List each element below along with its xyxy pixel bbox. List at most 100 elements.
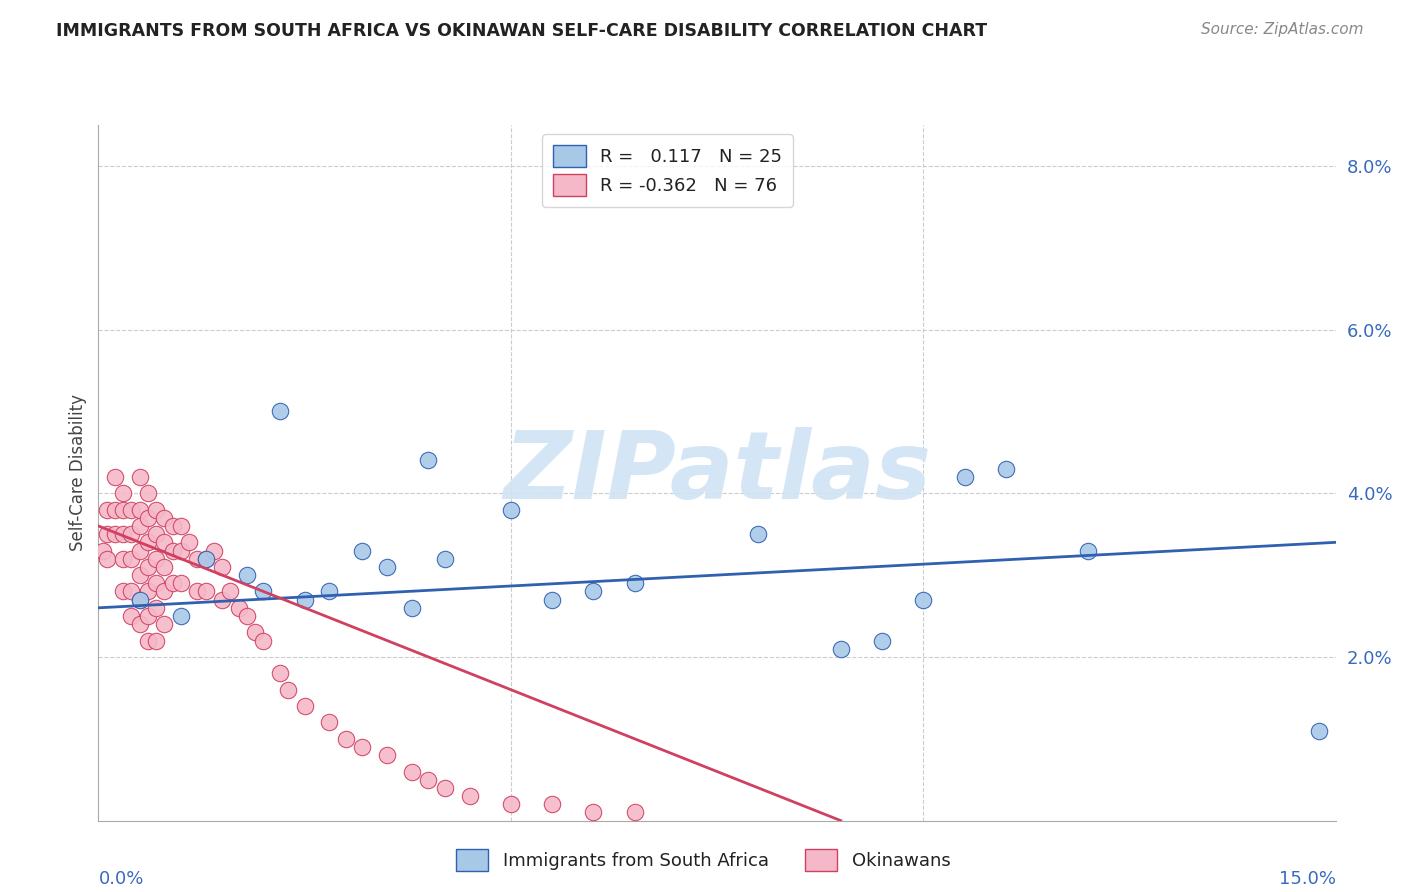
Text: 0.0%: 0.0%: [98, 870, 143, 888]
Point: [352, 739, 374, 754]
Point: [136, 633, 159, 648]
Point: [145, 551, 167, 566]
Point: [104, 470, 127, 484]
Point: [294, 699, 316, 714]
Point: [186, 584, 208, 599]
Point: [96, 527, 118, 541]
Point: [145, 527, 167, 541]
Point: [870, 633, 893, 648]
Point: [153, 560, 176, 574]
Point: [269, 666, 291, 681]
Point: [128, 592, 150, 607]
Point: [136, 486, 159, 500]
Point: [375, 560, 398, 574]
Point: [830, 641, 852, 656]
Point: [318, 715, 340, 730]
Point: [277, 682, 299, 697]
Point: [211, 560, 233, 574]
Point: [128, 617, 150, 632]
Point: [1308, 723, 1330, 738]
Y-axis label: Self-Care Disability: Self-Care Disability: [69, 394, 87, 551]
Point: [499, 502, 522, 516]
Point: [145, 633, 167, 648]
Point: [136, 584, 159, 599]
Point: [418, 772, 440, 787]
Point: [433, 780, 456, 795]
Point: [170, 609, 193, 624]
Point: [318, 584, 340, 599]
Point: [294, 592, 316, 607]
Point: [136, 535, 159, 549]
Point: [194, 551, 217, 566]
Point: [112, 527, 135, 541]
Point: [401, 764, 423, 779]
Point: [912, 592, 935, 607]
Point: [104, 502, 127, 516]
Point: [186, 551, 208, 566]
Text: ZIPatlas: ZIPatlas: [503, 426, 931, 519]
Point: [433, 551, 456, 566]
Point: [401, 600, 423, 615]
Text: Source: ZipAtlas.com: Source: ZipAtlas.com: [1201, 22, 1364, 37]
Point: [96, 502, 118, 516]
Point: [128, 543, 150, 558]
Point: [1077, 543, 1099, 558]
Point: [120, 584, 142, 599]
Point: [145, 600, 167, 615]
Point: [194, 551, 217, 566]
Point: [499, 797, 522, 812]
Point: [112, 551, 135, 566]
Point: [128, 470, 150, 484]
Point: [136, 510, 159, 524]
Point: [582, 805, 605, 820]
Point: [162, 519, 184, 533]
Point: [219, 584, 242, 599]
Text: IMMIGRANTS FROM SOUTH AFRICA VS OKINAWAN SELF-CARE DISABILITY CORRELATION CHART: IMMIGRANTS FROM SOUTH AFRICA VS OKINAWAN…: [56, 22, 987, 40]
Point: [120, 551, 142, 566]
Point: [136, 609, 159, 624]
Point: [153, 535, 176, 549]
Point: [153, 584, 176, 599]
Point: [145, 502, 167, 516]
Point: [541, 592, 564, 607]
Point: [170, 519, 193, 533]
Point: [153, 617, 176, 632]
Point: [120, 609, 142, 624]
Point: [104, 527, 127, 541]
Point: [179, 535, 201, 549]
Point: [194, 584, 217, 599]
Point: [128, 568, 150, 582]
Point: [128, 519, 150, 533]
Point: [375, 748, 398, 763]
Point: [112, 584, 135, 599]
Point: [162, 576, 184, 591]
Point: [623, 576, 645, 591]
Point: [170, 576, 193, 591]
Point: [236, 568, 259, 582]
Point: [953, 470, 976, 484]
Text: 15.0%: 15.0%: [1278, 870, 1336, 888]
Point: [96, 551, 118, 566]
Point: [120, 502, 142, 516]
Point: [202, 543, 225, 558]
Point: [211, 592, 233, 607]
Legend: Immigrants from South Africa, Okinawans: Immigrants from South Africa, Okinawans: [449, 842, 957, 879]
Point: [136, 560, 159, 574]
Point: [162, 543, 184, 558]
Point: [145, 576, 167, 591]
Point: [128, 592, 150, 607]
Point: [458, 789, 481, 803]
Point: [252, 584, 274, 599]
Point: [747, 527, 769, 541]
Point: [228, 600, 250, 615]
Point: [335, 731, 357, 746]
Point: [623, 805, 645, 820]
Point: [112, 502, 135, 516]
Point: [582, 584, 605, 599]
Point: [153, 510, 176, 524]
Legend: R =   0.117   N = 25, R = -0.362   N = 76: R = 0.117 N = 25, R = -0.362 N = 76: [543, 134, 793, 207]
Point: [112, 486, 135, 500]
Point: [170, 543, 193, 558]
Point: [91, 543, 114, 558]
Point: [252, 633, 274, 648]
